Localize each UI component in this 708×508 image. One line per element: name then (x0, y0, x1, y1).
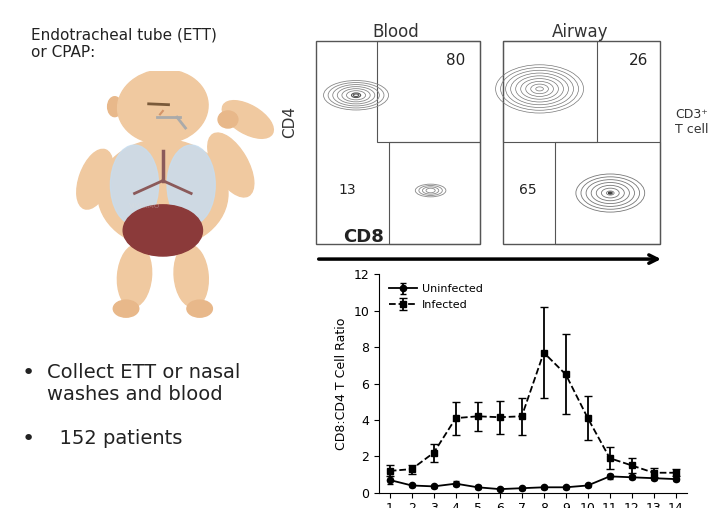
Bar (503, 41, 660, 244)
Text: 152 patients: 152 patients (47, 429, 182, 448)
Text: CD8: CD8 (343, 229, 384, 246)
Text: VIVISIMO: VIVISIMO (129, 203, 160, 209)
Bar (316, 41, 480, 244)
Ellipse shape (118, 70, 208, 144)
Ellipse shape (118, 245, 152, 307)
Bar (555, 142, 660, 244)
Ellipse shape (108, 97, 122, 117)
Bar (503, 41, 597, 142)
Text: 13: 13 (339, 183, 356, 198)
Text: 80: 80 (446, 53, 465, 69)
Ellipse shape (123, 205, 202, 256)
Ellipse shape (187, 300, 212, 317)
Ellipse shape (167, 145, 215, 225)
Ellipse shape (222, 101, 273, 138)
Text: Airway: Airway (552, 23, 608, 41)
Bar (389, 142, 480, 244)
Text: CD4: CD4 (282, 106, 297, 138)
Ellipse shape (113, 300, 139, 317)
Text: Blood: Blood (373, 23, 420, 41)
Text: Collect ETT or nasal
washes and blood: Collect ETT or nasal washes and blood (47, 363, 240, 404)
Text: 26: 26 (629, 53, 649, 69)
Ellipse shape (76, 149, 113, 209)
Text: 65: 65 (518, 183, 536, 198)
Ellipse shape (98, 139, 228, 247)
Ellipse shape (207, 133, 254, 197)
Polygon shape (146, 141, 180, 151)
Ellipse shape (174, 245, 208, 307)
Ellipse shape (218, 111, 238, 128)
Y-axis label: CD8:CD4 T Cell Ratio: CD8:CD4 T Cell Ratio (335, 318, 348, 450)
Legend: Uninfected, Infected: Uninfected, Infected (384, 280, 487, 314)
Text: •: • (22, 429, 35, 449)
Text: •: • (22, 363, 35, 383)
Bar (377, 41, 480, 142)
Ellipse shape (110, 145, 159, 225)
Text: CD3⁺
T cells: CD3⁺ T cells (675, 108, 708, 136)
Text: Endotracheal tube (ETT)
or CPAP:: Endotracheal tube (ETT) or CPAP: (31, 28, 217, 60)
